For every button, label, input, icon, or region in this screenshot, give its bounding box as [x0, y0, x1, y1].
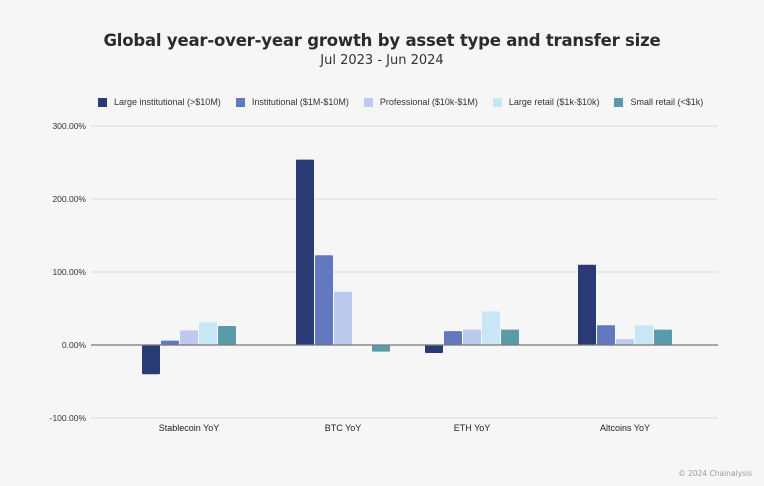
- bars: [142, 159, 672, 375]
- x-category-label: ETH YoY: [454, 423, 491, 433]
- legend-swatch: [235, 97, 245, 107]
- legend-swatch: [363, 97, 373, 107]
- x-axis-categories: Stablecoin YoY BTC YoY ETH YoY Altcoins YoY: [159, 423, 650, 433]
- legend-label: Large institutional (>$10M): [114, 97, 221, 107]
- legend-item: Professional ($10k-$1M): [363, 97, 478, 107]
- bar: [296, 159, 314, 345]
- bar: [180, 330, 198, 345]
- bar: [199, 322, 217, 345]
- legend-item: Large retail ($1k-$10k): [492, 97, 600, 107]
- legend-label: Small retail (<$1k): [630, 97, 704, 107]
- bar: [334, 291, 352, 345]
- bar: [482, 311, 500, 345]
- y-tick-label: 300.00%: [52, 121, 86, 131]
- bar: [372, 345, 390, 352]
- legend-swatch: [614, 97, 624, 107]
- chart-title: Global year-over-year growth by asset ty…: [103, 31, 661, 50]
- bar: [444, 331, 462, 345]
- legend-label: Institutional ($1M-$10M): [251, 97, 349, 107]
- copyright-text: © 2024 Chainalysis: [678, 469, 752, 478]
- x-category-label: Altcoins YoY: [600, 423, 650, 433]
- bar: [597, 325, 615, 345]
- x-category-label: Stablecoin YoY: [159, 423, 220, 433]
- legend-item: Large institutional (>$10M): [98, 97, 221, 107]
- bar: [635, 325, 653, 345]
- x-category-label: BTC YoY: [325, 423, 362, 433]
- bar: [463, 329, 481, 345]
- chart-subtitle: Jul 2023 - Jun 2024: [320, 53, 444, 68]
- legend-item: Institutional ($1M-$10M): [235, 97, 349, 107]
- y-tick-label: 200.00%: [52, 194, 86, 204]
- legend-swatch: [98, 97, 107, 107]
- legend-swatch: [492, 97, 502, 107]
- bar: [161, 340, 179, 345]
- bar: [142, 345, 160, 375]
- bar: [425, 345, 443, 354]
- bar: [501, 329, 519, 345]
- bar: [654, 329, 672, 345]
- legend-label: Large retail ($1k-$10k): [508, 97, 600, 107]
- gridlines: [91, 125, 718, 419]
- y-axis-ticks: 300.00% 200.00% 100.00% 0.00% -100.00%: [50, 121, 87, 423]
- legend-label: Professional ($10k-$1M): [379, 97, 478, 107]
- bar: [616, 339, 634, 345]
- bar: [578, 264, 596, 345]
- legend-item: Small retail (<$1k): [614, 97, 703, 107]
- y-tick-label: 100.00%: [52, 267, 86, 277]
- bar: [315, 255, 333, 345]
- y-tick-label: 0.00%: [62, 340, 87, 350]
- legend: Large institutional (>$10M) Institutiona…: [98, 97, 718, 107]
- y-tick-label: -100.00%: [50, 413, 87, 423]
- bar: [218, 326, 236, 345]
